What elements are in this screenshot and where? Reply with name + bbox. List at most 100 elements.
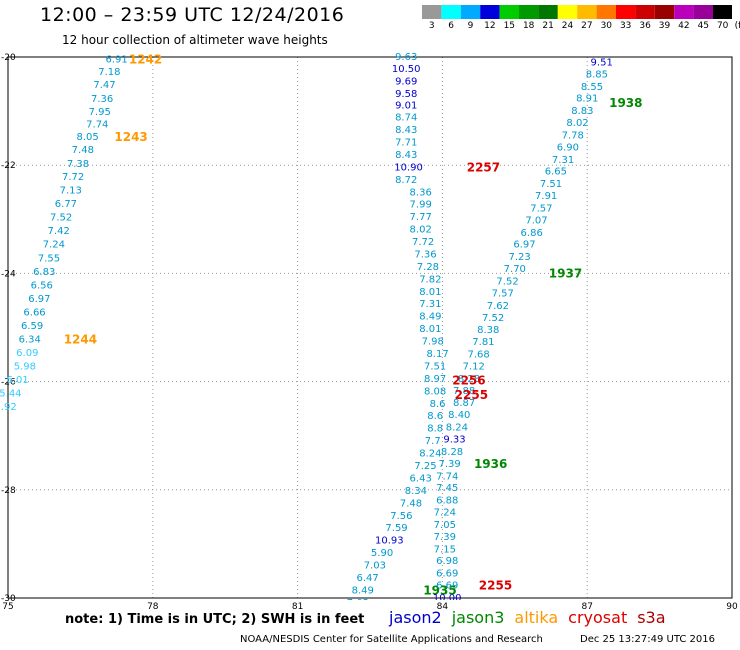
scale-tick-label: 12 [484, 21, 496, 31]
swh-value: 7.48 [400, 498, 422, 509]
scale-tick-label: 27 [581, 21, 593, 31]
x-tick-label: 84 [437, 602, 449, 612]
swh-value: 7.71 [395, 137, 417, 148]
swh-value: 7.68 [467, 350, 489, 361]
swh-value: 8.01 [419, 324, 441, 335]
swh-value: 8.28 [458, 374, 480, 385]
scale-tick-label: 21 [542, 21, 554, 31]
swh-value: 8.02 [410, 225, 432, 236]
x-tick-label: 78 [147, 602, 159, 612]
swh-value: 6.69 [436, 569, 458, 580]
swh-value: 7.74 [436, 471, 458, 482]
swh-value: 7.95 [89, 107, 111, 118]
pass-time-label: 1935 [423, 583, 456, 597]
swh-value: 9.63 [395, 52, 417, 63]
swh-value: 7.02 [347, 598, 369, 609]
swh-value: 8.02 [566, 118, 588, 129]
swh-value: 8.91 [576, 94, 598, 105]
scale-swatch [538, 5, 558, 19]
swh-value: 6.97 [513, 240, 535, 251]
scale-tick-label: 33 [619, 21, 632, 31]
swh-value: 7.28 [417, 262, 439, 273]
scale-swatch [557, 5, 578, 19]
pass-time-label: 1242 [129, 53, 162, 67]
swh-value: 7.7 [425, 436, 441, 447]
scale-tick-label: 30 [600, 21, 613, 31]
swh-value: 5.44 [0, 389, 22, 400]
scale-tick-label: 42 [678, 21, 690, 31]
swh-value: 7.52 [496, 277, 518, 288]
pass-time-label: 1937 [549, 266, 582, 280]
x-tick-label: 90 [726, 602, 738, 612]
swh-value: 7.51 [424, 361, 446, 372]
page-title: 12:00 – 23:59 UTC 12/24/2016 [40, 4, 345, 26]
swh-value: 8.83 [571, 106, 593, 117]
swh-value: 7.52 [482, 313, 504, 324]
swh-value: 7.51 [540, 179, 562, 190]
swh-value: 10.00 [433, 593, 462, 604]
swh-value: 7.07 [525, 215, 547, 226]
swh-value: 10.90 [394, 162, 423, 173]
pass-time-label: 2255 [479, 579, 512, 593]
scale-swatch [713, 5, 732, 19]
swh-value: 5.90 [371, 548, 393, 559]
swh-value: 8.05 [77, 132, 99, 143]
scale-swatch [616, 5, 636, 19]
swh-value: 8.43 [395, 150, 417, 161]
scale-tick-label: 15 [503, 21, 516, 31]
swh-value: 7.47 [93, 80, 115, 91]
swh-value: 8.49 [419, 312, 441, 323]
swh-value: 8.40 [448, 410, 470, 421]
swh-value: 6.66 [23, 307, 45, 318]
swh-value: 9.01 [395, 101, 417, 112]
track-1: 6.917.18 7.47 7.36 7.95 7.748.05 7.48 7.38 7.72… [0, 53, 162, 413]
swh-value: 7.56 [390, 511, 412, 522]
swh-value: 8.87 [453, 398, 475, 409]
swh-value: 8.24 [419, 449, 441, 460]
swh-value: 6.91 [105, 55, 127, 66]
swh-value: 7.77 [410, 212, 432, 223]
swh-value: 8.38 [477, 325, 499, 336]
swh-value: 7.36 [414, 249, 436, 260]
swh-value: 8.01 [419, 287, 441, 298]
color-scale-bar [422, 5, 732, 19]
satellite-legend-item: jason2 [389, 608, 442, 627]
scale-tick-label: 70 [716, 21, 729, 31]
swh-value: 6.47 [356, 573, 378, 584]
swh-value: 7.88 [453, 386, 475, 397]
swh-value: 9.33 [443, 434, 465, 445]
x-tick-label: 87 [581, 602, 592, 612]
grid [8, 57, 732, 598]
swh-value: 7.12 [463, 361, 485, 372]
swh-value: 6.56 [31, 280, 53, 291]
pass-time-label: 2256 [452, 374, 485, 388]
page-subtitle: 12 hour collection of altimeter wave hei… [62, 33, 328, 47]
swh-value: 7.72 [412, 237, 434, 248]
swh-value: 8.6 [430, 399, 446, 410]
scale-swatch [693, 5, 713, 19]
swh-value: 6.34 [19, 334, 41, 345]
scale-swatch [635, 5, 655, 19]
track-2: 9.6310.509.699.589.018.748.437.718.4310.… [347, 52, 500, 609]
pass-time-label: 1938 [609, 96, 642, 110]
scale-tick-label: 9 [467, 21, 474, 31]
swh-value: 7.18 [98, 67, 120, 78]
swh-value: 6.77 [55, 199, 77, 210]
scale-tick-label: 39 [658, 21, 671, 31]
swh-value: 7.24 [43, 240, 65, 251]
scale-swatch [460, 5, 481, 19]
swh-value: 8.97 [424, 374, 446, 385]
swh-value: 7.15 [434, 544, 456, 555]
swh-value: 7.82 [419, 274, 441, 285]
scale-unit-label: (ft) [734, 21, 740, 31]
scale-swatch [674, 5, 694, 19]
swh-value: 7.05 [434, 520, 456, 531]
scale-tick-label: 24 [561, 21, 574, 31]
swh-value: 7.72 [62, 172, 84, 183]
scale-swatch [480, 5, 500, 19]
scale-tick-label: 45 [697, 21, 710, 31]
scale-swatch [499, 5, 519, 19]
swh-value: 6.86 [521, 228, 543, 239]
swh-value: 7.31 [419, 299, 441, 310]
